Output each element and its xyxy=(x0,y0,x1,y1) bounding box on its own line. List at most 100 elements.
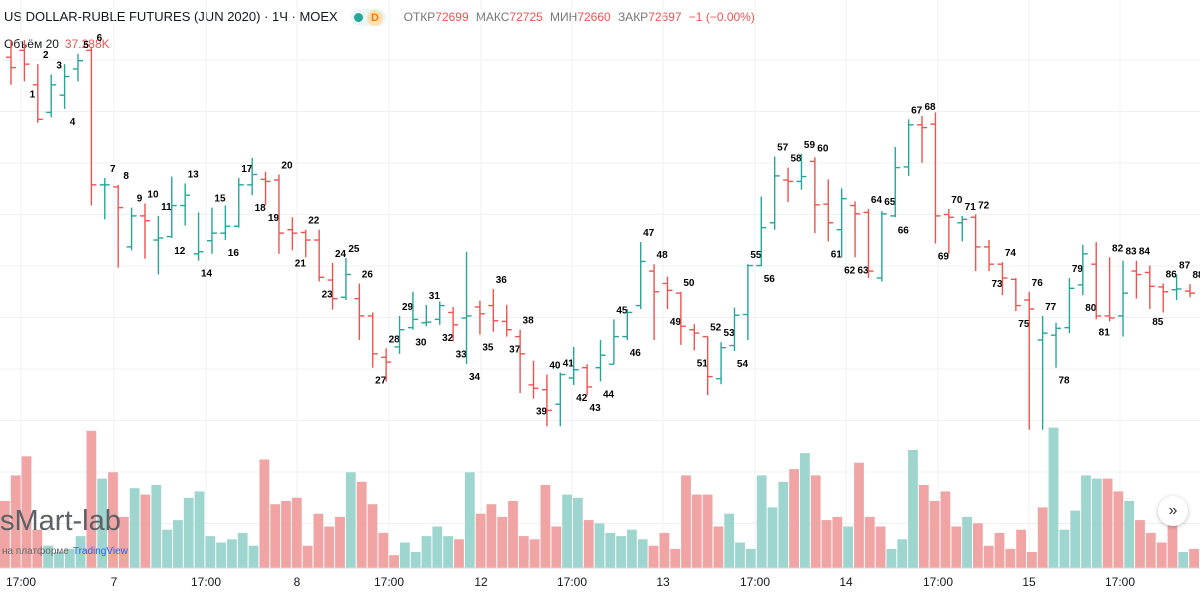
volume-bar xyxy=(886,548,897,568)
volume-bar xyxy=(0,501,10,568)
bar-number-label: 48 xyxy=(657,250,669,261)
status-badges[interactable]: D xyxy=(351,9,386,26)
bar-number-label: 73 xyxy=(991,279,1003,290)
bar-number-label: 23 xyxy=(322,289,334,300)
high-value: 72725 xyxy=(509,10,543,24)
volume-bar xyxy=(10,475,21,568)
bar-number-label: 61 xyxy=(831,249,843,260)
bar-number-label: 85 xyxy=(1152,317,1164,328)
bar-number-label: 53 xyxy=(724,328,736,339)
bar-number-label: 56 xyxy=(764,274,776,285)
volume-bar xyxy=(1059,529,1070,568)
x-axis-tick-label: 15 xyxy=(1022,575,1036,589)
bar-number-label: 54 xyxy=(737,359,749,370)
bar-number-label: 38 xyxy=(523,316,535,327)
volume-bar xyxy=(1102,478,1113,568)
close-label: ЗАКР xyxy=(617,10,649,24)
volume-bar xyxy=(205,536,216,568)
bar-number-label: 50 xyxy=(683,278,695,289)
bar-number-label: 36 xyxy=(496,275,508,286)
bar-number-label: 16 xyxy=(228,248,240,259)
bar-number-label: 2 xyxy=(43,50,49,61)
volume-bar xyxy=(270,504,281,568)
bar-number-label: 1 xyxy=(30,89,36,100)
bar-number-label: 47 xyxy=(643,228,655,239)
bar-number-label: 86 xyxy=(1166,269,1178,280)
bar-number-label: 14 xyxy=(201,269,213,280)
smartlab-watermark: sMart-lab xyxy=(0,505,121,537)
volume-bar xyxy=(724,513,735,568)
volume-bar xyxy=(864,516,875,568)
volume-bar xyxy=(529,539,540,568)
bar-number-label: 11 xyxy=(161,202,172,213)
x-axis-tick-label: 17:00 xyxy=(740,575,770,589)
volume-bar xyxy=(702,494,713,568)
bar-number-label: 79 xyxy=(1072,264,1084,275)
volume-bar xyxy=(605,532,616,568)
bar-number-label: 42 xyxy=(576,393,588,404)
bar-number-label: 33 xyxy=(456,349,468,360)
bar-number-label: 65 xyxy=(884,197,896,208)
volume-legend[interactable]: Объём 20 37.288K xyxy=(4,37,110,51)
volume-bar xyxy=(291,497,302,568)
volume-bar xyxy=(64,548,75,568)
volume-bar xyxy=(162,529,172,568)
bar-number-label: 87 xyxy=(1179,261,1191,272)
bar-number-label: 8 xyxy=(123,171,129,182)
volume-bar xyxy=(994,532,1005,568)
volume-bar xyxy=(767,507,778,568)
bar-number-label: 44 xyxy=(603,389,615,400)
volume-bar xyxy=(464,472,475,568)
tradingview-link[interactable]: TradingView xyxy=(72,546,128,557)
volume-bar xyxy=(637,539,648,568)
bar-number-label: 45 xyxy=(616,305,628,316)
volume-bar xyxy=(573,497,583,568)
bar-number-label: 46 xyxy=(630,348,642,359)
volume-bar xyxy=(821,520,832,568)
volume-bar xyxy=(616,536,626,568)
bar-number-label: 5 xyxy=(83,40,89,51)
volume-bar xyxy=(281,501,291,568)
volume-bar xyxy=(216,542,226,568)
bar-number-label: 35 xyxy=(482,343,494,354)
volume-bar xyxy=(627,529,637,568)
bar-number-label: 22 xyxy=(308,216,320,227)
bar-number-label: 75 xyxy=(1018,319,1030,330)
volume-bar xyxy=(1167,523,1178,568)
bar-number-label: 62 xyxy=(844,265,856,276)
bar-number-label: 78 xyxy=(1058,376,1070,387)
volume-bar xyxy=(421,536,432,568)
volume-bar xyxy=(1113,491,1124,568)
volume-label: Объём 20 xyxy=(4,37,59,51)
bar-number-label: 41 xyxy=(563,358,575,369)
volume-bar xyxy=(400,542,410,568)
volume-bar xyxy=(108,472,118,568)
bar-number-label: 20 xyxy=(281,161,293,172)
bar-number-label: 63 xyxy=(857,265,869,276)
volume-bar xyxy=(497,516,508,568)
volume-bar xyxy=(475,513,486,568)
volume-bar xyxy=(832,516,843,568)
volume-bar xyxy=(583,520,594,568)
volume-bar xyxy=(43,545,53,568)
bar-number-label: 6 xyxy=(97,33,103,44)
volume-bar xyxy=(21,456,32,568)
volume-bar xyxy=(1016,529,1026,568)
x-axis-tick-label: 8 xyxy=(294,575,301,589)
bar-number-label: 88 xyxy=(1192,270,1200,281)
volume-bar xyxy=(151,485,162,568)
bar-number-label: 60 xyxy=(817,143,829,154)
bar-number-label: 70 xyxy=(951,195,963,206)
platform-watermark: на платформе TradingView xyxy=(2,546,128,557)
bar-number-label: 18 xyxy=(255,203,267,214)
volume-bar xyxy=(540,485,551,568)
volume-bar xyxy=(97,478,108,568)
market-open-dot-icon xyxy=(354,13,364,23)
volume-bar xyxy=(789,469,799,568)
bar-number-label: 59 xyxy=(804,140,816,151)
scroll-to-realtime-button[interactable]: » xyxy=(1158,496,1188,526)
volume-bar xyxy=(313,513,324,568)
volume-bar xyxy=(518,536,529,568)
bar-number-label: 19 xyxy=(268,213,280,224)
